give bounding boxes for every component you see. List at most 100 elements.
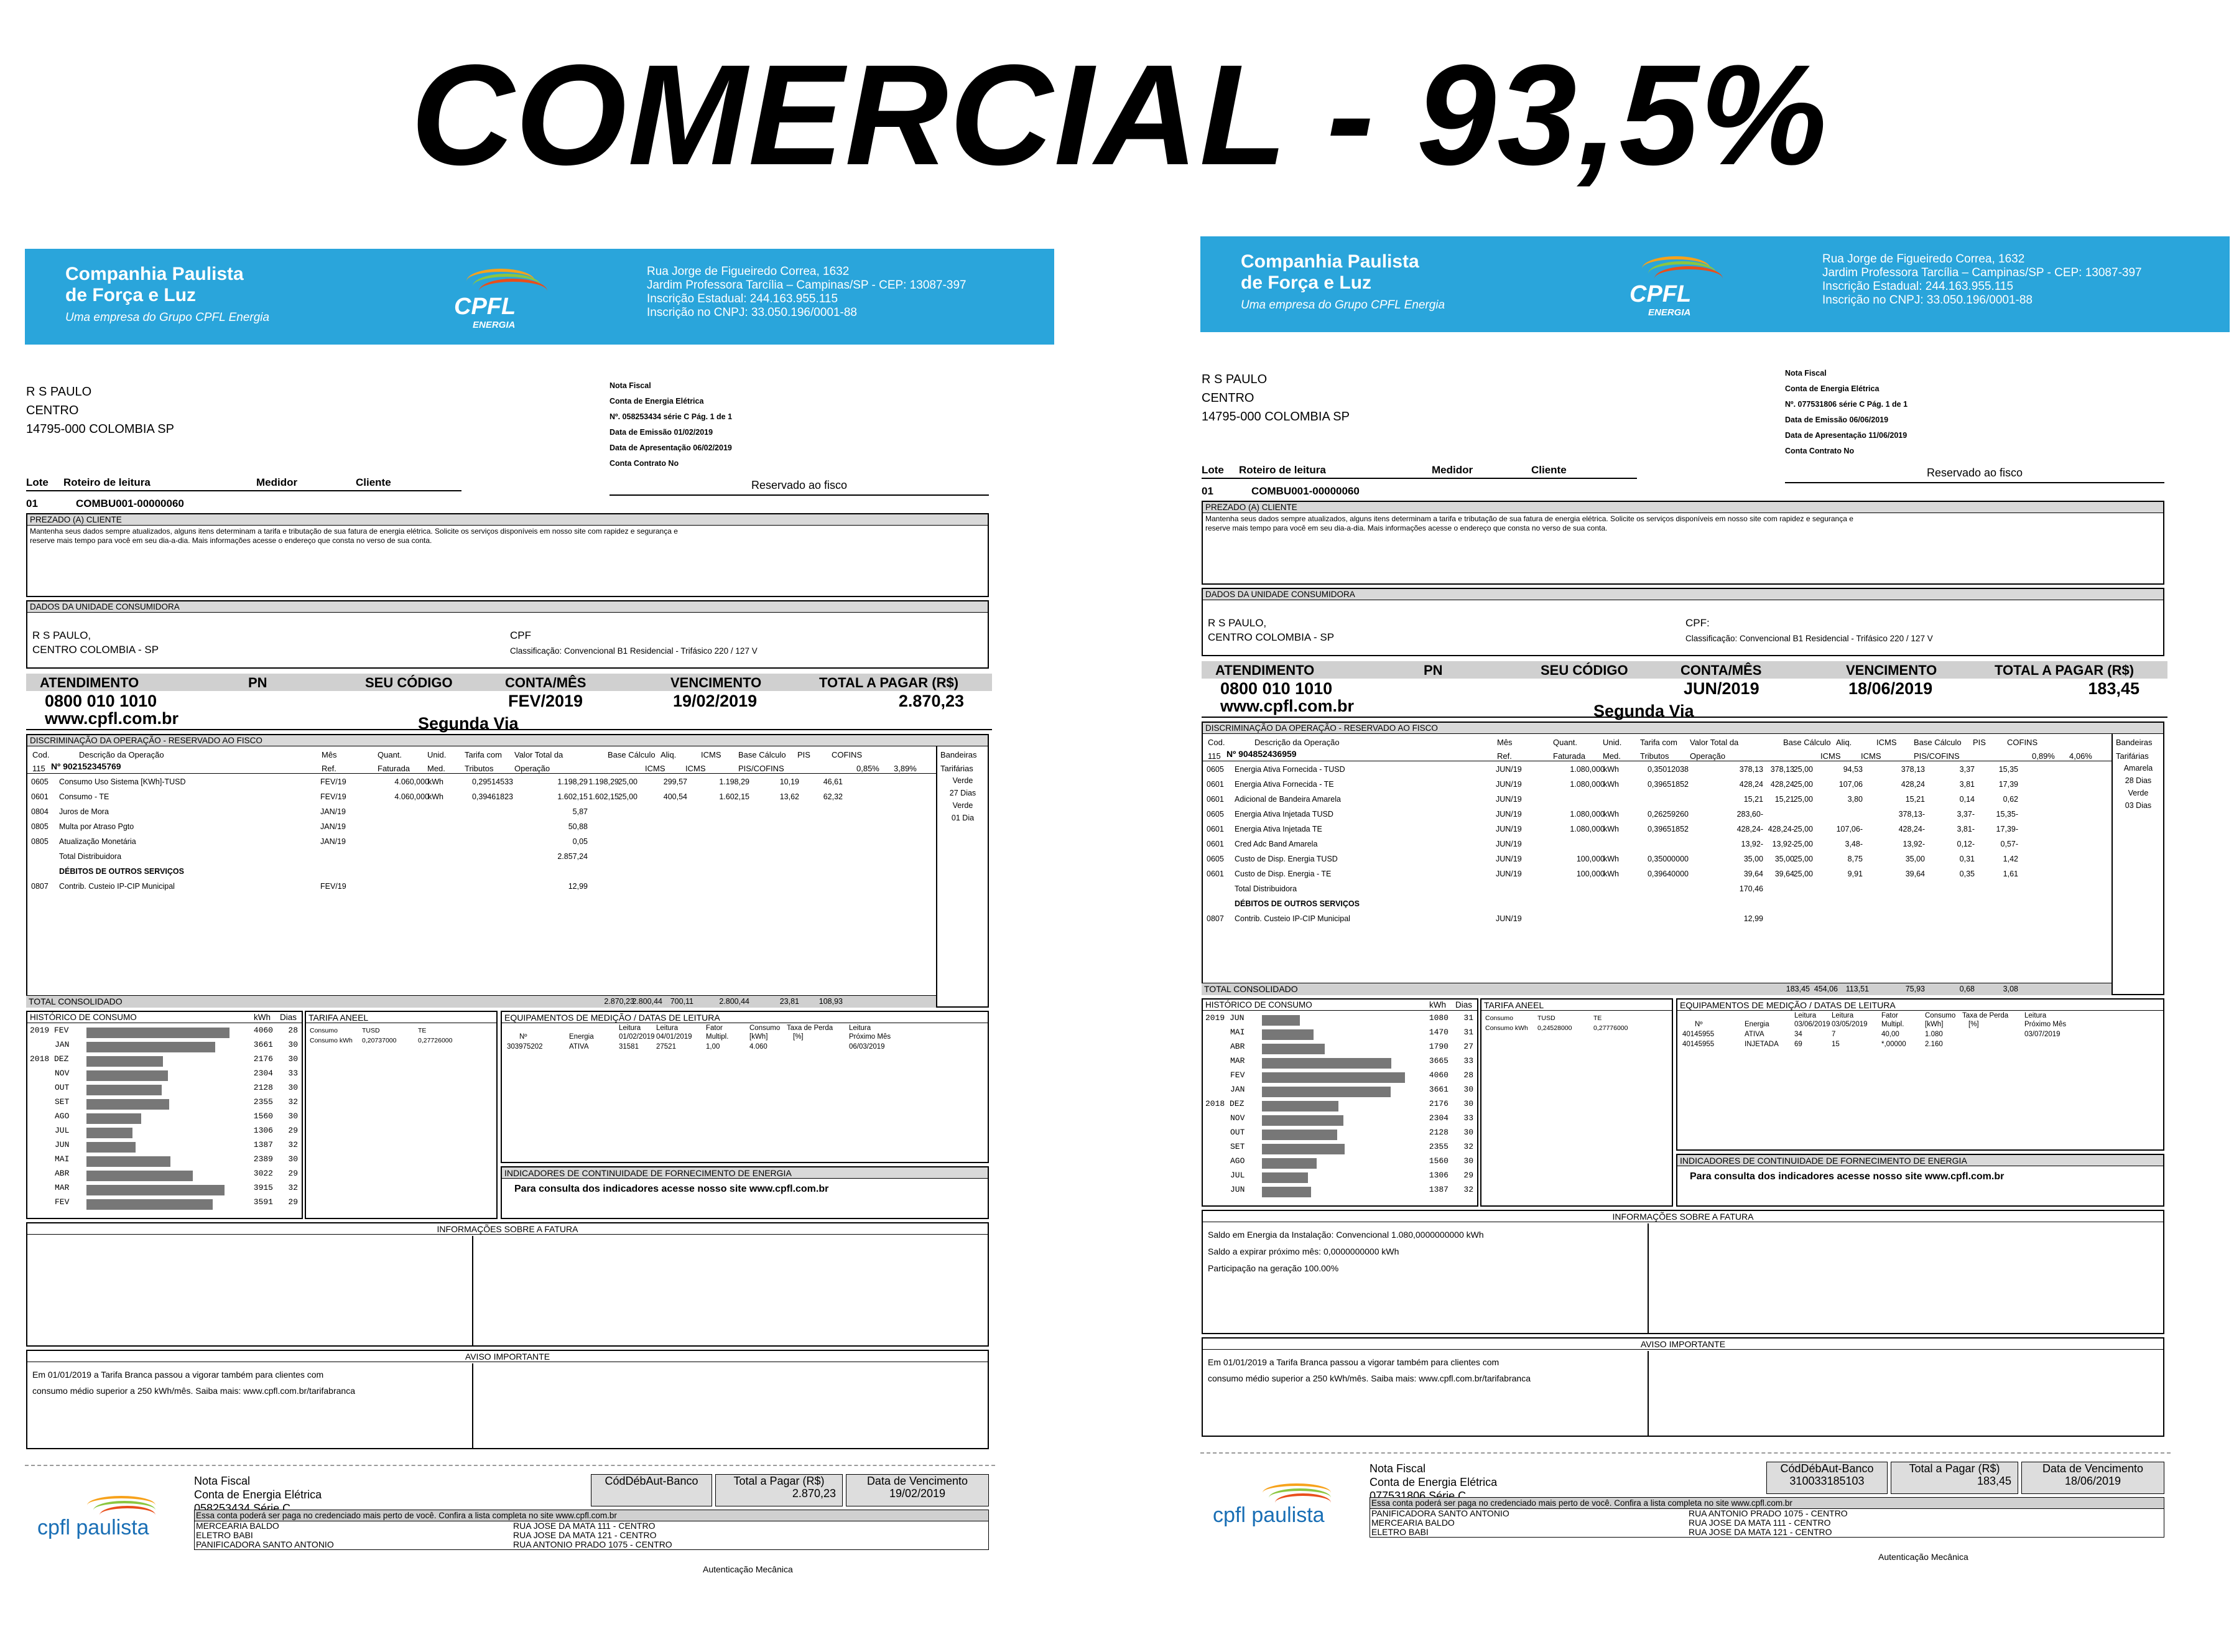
roteiro-value: COMBU001-00000060 <box>76 498 184 509</box>
op-cell: kWh <box>428 777 443 786</box>
op-cell: JUN/19 <box>1496 840 1522 848</box>
total-pagar-label: TOTAL A PAGAR (R$) <box>1995 662 2135 678</box>
operations-table: DISCRIMINAÇÃO DA OPERAÇÃO - RESERVADO AO… <box>1202 722 2164 995</box>
equip-col: Fator <box>706 1024 723 1032</box>
op-cell: 13,92- <box>1903 840 1925 848</box>
equip-col2: Multipl. <box>706 1033 729 1041</box>
history-month: JUL <box>1230 1171 1245 1180</box>
logo-text: CPFL <box>1629 281 1692 307</box>
column-header: ICMS <box>1876 738 1897 747</box>
op-cell: Energia Ativa Injetada TUSD <box>1235 810 1333 819</box>
history-days: 32 <box>288 1140 298 1149</box>
equip-col: Leitura <box>1794 1012 1817 1019</box>
message-line: Mantenha seus dados sempre atualizados, … <box>30 527 678 536</box>
total-box-value: 2.870,23 <box>792 1487 836 1500</box>
op-cell: JAN/19 <box>320 807 346 816</box>
footer-nf: Nota Fiscal <box>194 1475 251 1487</box>
seu-codigo-label: SEU CÓDIGO <box>365 675 453 690</box>
history-kwh: 2176 <box>253 1054 273 1064</box>
op-cell: Cred Adc Band Amarela <box>1235 840 1318 848</box>
continuity-indicators: INDICADORES DE CONTINUIDADE DE FORNECIME… <box>1676 1154 2164 1207</box>
equip-col: Taxa de Perda <box>787 1024 833 1032</box>
total-row <box>1202 983 2112 995</box>
equip-header: EQUIPAMENTOS DE MEDIÇÃO / DATAS DE LEITU… <box>502 1012 988 1023</box>
history-bar <box>1262 1072 1405 1083</box>
history-month: MAR <box>55 1183 70 1192</box>
op-cell: JUN/19 <box>1496 855 1522 863</box>
op-cell: Consumo - TE <box>59 792 109 801</box>
op-cell: 0805 <box>31 837 49 846</box>
unit-name: R S PAULO, <box>32 629 91 641</box>
column-subheader: PIS/COFINS <box>738 764 784 773</box>
column-subheader: Tarifárias <box>2116 751 2149 761</box>
message-line: reserve mais tempo para você em seu dia-… <box>30 536 432 545</box>
history-row: MAR 3915 32 <box>27 1183 301 1197</box>
history-bar <box>86 1070 168 1081</box>
history-bar <box>1262 1172 1308 1183</box>
equip-cell: 7 <box>1832 1031 1836 1038</box>
column-header: COFINS <box>2007 738 2038 747</box>
history-days: 30 <box>288 1083 298 1092</box>
history-kwh: 1306 <box>1429 1171 1449 1180</box>
company-address-line: Rua Jorge de Figueiredo Correa, 1632 <box>1822 253 2025 266</box>
history-row: 2018 DEZ 2176 30 <box>27 1054 301 1068</box>
op-cell: 8,75 <box>1847 855 1863 863</box>
history-month: 2019 FEV <box>30 1026 69 1035</box>
payment-points: Essa conta poderá ser paga no credenciad… <box>1370 1497 2164 1538</box>
equip-col: Leitura <box>1832 1012 1854 1019</box>
op-cell: 4.060,000 <box>394 792 429 801</box>
column-header: Descrição da Operação <box>79 750 164 759</box>
cpfl-paulista-text: cpfl paulista <box>37 1516 149 1539</box>
customer-cep: 14795-000 COLOMBIA SP <box>1202 410 1350 424</box>
equip-col: Leitura <box>619 1024 641 1032</box>
site-link[interactable]: www.cpfl.com.br <box>45 709 179 728</box>
history-month: 2018 DEZ <box>1205 1099 1245 1108</box>
dias-label: Dias <box>279 1013 297 1022</box>
column-header: Base Cálculo <box>608 750 656 759</box>
op-cell: 283,60- <box>1736 810 1763 819</box>
store-address: RUA JOSE DA MATA 111 - CENTRO <box>1689 1518 1831 1528</box>
op-cell: 0,12- <box>1957 840 1975 848</box>
vencimento-label: VENCIMENTO <box>670 675 762 690</box>
op-cell: JUN/19 <box>1496 810 1522 819</box>
history-month: OUT <box>55 1083 70 1092</box>
op-cell: 17,39 <box>1998 780 2018 789</box>
column-header: Quant. <box>1553 738 1578 747</box>
op-cell: 15,35 <box>1998 765 2018 774</box>
unit-data-header: DADOS DA UNIDADE CONSUMIDORA <box>1203 589 2163 600</box>
history-row: JUN 1387 32 <box>1203 1185 1476 1199</box>
equip-col2: [%] <box>1968 1021 1979 1028</box>
op-cell: 378,13 <box>1901 765 1925 774</box>
history-header: HISTÓRICO DE CONSUMO kWh Dias <box>27 1012 302 1023</box>
company-header: Companhia Paulista de Força e Luz Uma emp… <box>25 249 1054 345</box>
equip-cell: 31581 <box>619 1043 639 1051</box>
equip-col: Fator <box>1881 1012 1898 1019</box>
equip-cell: 4.060 <box>749 1043 767 1051</box>
footer-nf: Nota Fiscal <box>1370 1462 1426 1475</box>
site-link[interactable]: www.cpfl.com.br <box>1220 697 1355 715</box>
history-month: NOV <box>1230 1113 1245 1123</box>
important-notice: AVISO IMPORTANTE Em 01/01/2019 a Tarifa … <box>26 1350 989 1449</box>
tarifa-tusd: 0,24528000 <box>1537 1024 1572 1032</box>
op-cell: 428,24 <box>1901 780 1925 789</box>
company-name-2: de Força e Luz <box>1241 272 1372 293</box>
equip-col: Leitura <box>2024 1012 2047 1019</box>
op-cell: JUN/19 <box>1496 795 1522 804</box>
history-month: 2019 JUN <box>1205 1013 1245 1023</box>
history-bar <box>1262 1130 1337 1140</box>
cpfl-logo-icon: CPFL ENERGIA <box>454 269 547 337</box>
history-row: JUL 1306 29 <box>1203 1171 1476 1184</box>
op-cell: 0,39651852 <box>1647 825 1689 833</box>
op-cell: 0601 <box>1207 840 1224 848</box>
history-bar <box>86 1142 136 1153</box>
history-days: 29 <box>288 1197 298 1207</box>
history-row: AGO 1560 30 <box>1203 1156 1476 1170</box>
op-cell: 3,37- <box>1957 810 1975 819</box>
op-cell: kWh <box>1603 780 1619 789</box>
bandeira: 01 Dia <box>951 814 975 822</box>
op-cell: 25,00 <box>1793 780 1813 789</box>
op-cell: 39,64 <box>1743 870 1763 878</box>
invoice-info-box: INFORMAÇÕES SOBRE A FATURA <box>26 1222 989 1347</box>
equip-col: Leitura <box>656 1024 679 1032</box>
op-cell: 0,14 <box>1959 795 1975 804</box>
